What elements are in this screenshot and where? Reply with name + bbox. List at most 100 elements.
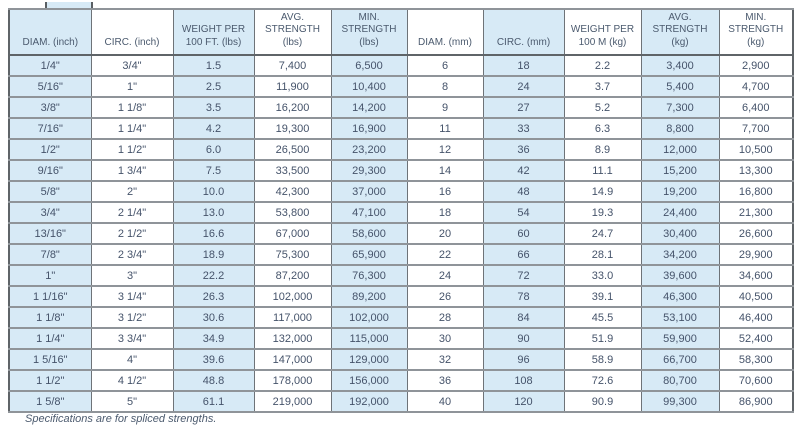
table-cell: 34,200 xyxy=(640,243,720,266)
table-cell: 4 1/2" xyxy=(90,369,174,392)
table-cell: 28.1 xyxy=(563,243,642,266)
table-cell: 6,500 xyxy=(330,54,408,77)
table-cell: 40,500 xyxy=(718,285,794,308)
table-cell: 1/4" xyxy=(8,54,92,77)
column-header: CIRC. (inch) xyxy=(90,8,174,56)
table-cell: 11 xyxy=(406,117,484,140)
table-cell: 3 1/2" xyxy=(90,306,174,329)
table-cell: 13/16" xyxy=(8,222,92,245)
table-row: 5/8" 2" 10.0 42,300 37,000 16 48 14.9 19,200 16,8… xyxy=(8,180,794,203)
table-cell: 24 xyxy=(482,75,565,98)
table-cell: 8 xyxy=(406,75,484,98)
table-row: 3/8" 1 1/8" 3.5 16,200 14,200 9 27 5.2 7,300 6,40… xyxy=(8,96,794,119)
table-cell: 14.9 xyxy=(563,180,642,203)
table-cell: 67,000 xyxy=(253,222,332,245)
table-cell: 16,800 xyxy=(718,180,794,203)
table-cell: 54 xyxy=(482,201,565,224)
table-cell: 96 xyxy=(482,348,565,371)
table-cell: 14,200 xyxy=(330,96,408,119)
table-cell: 66 xyxy=(482,243,565,266)
table-cell: 7,700 xyxy=(718,117,794,140)
table-cell: 42,300 xyxy=(253,180,332,203)
table-cell: 10.0 xyxy=(172,180,255,203)
table-cell: 30 xyxy=(406,327,484,350)
table-cell: 3,400 xyxy=(640,54,720,77)
table-cell: 46,400 xyxy=(718,306,794,329)
table-cell: 40 xyxy=(406,390,484,413)
table-row: 7/8" 2 3/4" 18.9 75,300 65,900 22 66 28.1 34,200… xyxy=(8,243,794,266)
table-cell: 3 3/4" xyxy=(90,327,174,350)
table-cell: 1 1/2" xyxy=(90,138,174,161)
table-cell: 70,600 xyxy=(718,369,794,392)
table-cell: 5/8" xyxy=(8,180,92,203)
table-cell: 36 xyxy=(406,369,484,392)
table-cell: 4" xyxy=(90,348,174,371)
table-cell: 29,300 xyxy=(330,159,408,182)
table-cell: 108 xyxy=(482,369,565,392)
table-cell: 86,900 xyxy=(718,390,794,413)
table-cell: 2" xyxy=(90,180,174,203)
table-cell: 75,300 xyxy=(253,243,332,266)
column-header: CIRC. (mm) xyxy=(482,8,565,56)
table-row: 3/4" 2 1/4" 13.0 53,800 47,100 18 54 19.3 24,400… xyxy=(8,201,794,224)
table-cell: 42 xyxy=(482,159,565,182)
table-cell: 29,900 xyxy=(718,243,794,266)
table-cell: 115,000 xyxy=(330,327,408,350)
table-cell: 84 xyxy=(482,306,565,329)
table-cell: 45.5 xyxy=(563,306,642,329)
table-header: DIAM. (inch) CIRC. (inch) WEIGHT PER 100 F… xyxy=(8,8,794,56)
table-cell: 39,600 xyxy=(640,264,720,287)
table-cell: 120 xyxy=(482,390,565,413)
table-cell: 1" xyxy=(8,264,92,287)
table-cell: 58,300 xyxy=(718,348,794,371)
table-cell: 34,600 xyxy=(718,264,794,287)
table-cell: 26,600 xyxy=(718,222,794,245)
table-cell: 23,200 xyxy=(330,138,408,161)
table-cell: 7,300 xyxy=(640,96,720,119)
table-cell: 19,300 xyxy=(253,117,332,140)
table-row: 1 1/2" 4 1/2" 48.8 178,000 156,000 36 108 72.6 8… xyxy=(8,369,794,392)
table-cell: 51.9 xyxy=(563,327,642,350)
table-cell: 24,400 xyxy=(640,201,720,224)
column-header: MIN. STRENGTH (kg) xyxy=(718,8,794,56)
column-header: MIN. STRENGTH (lbs) xyxy=(330,8,408,56)
table-body: 1/4" 3/4" 1.5 7,400 6,500 6 18 2.2 3,400 2,900 5/1… xyxy=(8,54,794,413)
table-cell: 13.0 xyxy=(172,201,255,224)
table-cell: 47,100 xyxy=(330,201,408,224)
table-row: 9/16" 1 3/4" 7.5 33,500 29,300 14 42 11.1 15,200… xyxy=(8,159,794,182)
column-header: WEIGHT PER 100 FT. (lbs) xyxy=(172,8,255,56)
table-cell: 178,000 xyxy=(253,369,332,392)
table-cell: 2,900 xyxy=(718,54,794,77)
table-cell: 16,200 xyxy=(253,96,332,119)
table-cell: 7,400 xyxy=(253,54,332,77)
table-row: 1 5/8" 5" 61.1 219,000 192,000 40 120 90.9 99,30… xyxy=(8,390,794,413)
table-cell: 7/8" xyxy=(8,243,92,266)
table-cell: 89,200 xyxy=(330,285,408,308)
table-cell: 2 1/2" xyxy=(90,222,174,245)
table-cell: 3.5 xyxy=(172,96,255,119)
table-cell: 18 xyxy=(482,54,565,77)
table-cell: 2 3/4" xyxy=(90,243,174,266)
table-cell: 129,000 xyxy=(330,348,408,371)
table-cell: 11,900 xyxy=(253,75,332,98)
table-cell: 27 xyxy=(482,96,565,119)
table-cell: 6,400 xyxy=(718,96,794,119)
table-cell: 39.1 xyxy=(563,285,642,308)
table-cell: 18 xyxy=(406,201,484,224)
table-cell: 1 1/16" xyxy=(8,285,92,308)
table-cell: 80,700 xyxy=(640,369,720,392)
table-row: 1 1/8" 3 1/2" 30.6 117,000 102,000 28 84 45.5 53… xyxy=(8,306,794,329)
table-cell: 7/16" xyxy=(8,117,92,140)
table-cell: 24.7 xyxy=(563,222,642,245)
table-cell: 6.3 xyxy=(563,117,642,140)
table-cell: 61.1 xyxy=(172,390,255,413)
table-cell: 52,400 xyxy=(718,327,794,350)
table-cell: 4.2 xyxy=(172,117,255,140)
table-row: 7/16" 1 1/4" 4.2 19,300 16,900 11 33 6.3 8,800 7,… xyxy=(8,117,794,140)
table-cell: 14 xyxy=(406,159,484,182)
header-row: DIAM. (inch) CIRC. (inch) WEIGHT PER 100 F… xyxy=(8,8,794,56)
table-cell: 3" xyxy=(90,264,174,287)
table-cell: 2.2 xyxy=(563,54,642,77)
table-cell: 12 xyxy=(406,138,484,161)
